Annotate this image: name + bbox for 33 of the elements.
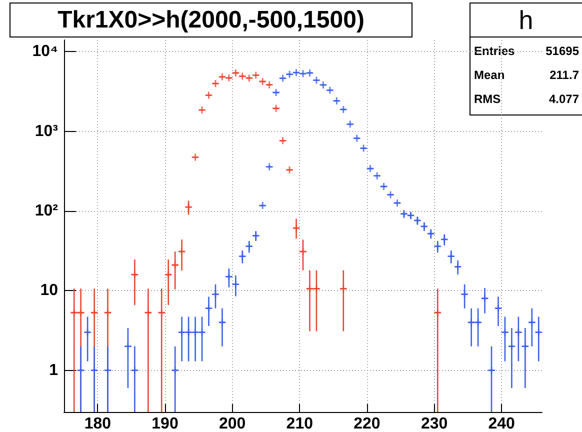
x-tick-label: 210 bbox=[286, 416, 314, 432]
point bbox=[90, 309, 98, 316]
point bbox=[158, 309, 166, 316]
point bbox=[292, 224, 300, 232]
y-tick-label: 10 bbox=[40, 282, 58, 300]
x-tick-label: 220 bbox=[354, 416, 380, 432]
text: 211.7 bbox=[550, 68, 580, 82]
chart-title: Tkr1X0>>h(2000,-500,1500) bbox=[58, 6, 364, 34]
point bbox=[205, 92, 212, 99]
point bbox=[144, 309, 152, 316]
y-tick-label: 10⁴ bbox=[32, 43, 58, 60]
annotation: Mean bbox=[474, 68, 505, 82]
point bbox=[164, 271, 172, 278]
y-tick-label: 1 bbox=[49, 362, 58, 379]
point bbox=[192, 154, 199, 161]
x-tick-label: 180 bbox=[84, 416, 112, 432]
x-tick-label: 230 bbox=[420, 416, 448, 432]
point bbox=[104, 309, 112, 316]
point bbox=[340, 285, 347, 292]
x-tick-label: 240 bbox=[488, 416, 516, 432]
x-tick-label: 200 bbox=[218, 416, 246, 432]
text: 4.077 bbox=[548, 92, 580, 106]
point bbox=[434, 309, 442, 316]
point bbox=[131, 271, 138, 278]
text: 51695 bbox=[546, 44, 580, 58]
x-tick-label: 190 bbox=[152, 416, 178, 432]
y-tick-label: 10² bbox=[34, 202, 58, 220]
point bbox=[279, 137, 286, 144]
point bbox=[266, 81, 273, 88]
annotation: RMS bbox=[474, 92, 501, 106]
y-tick-label: 10³ bbox=[34, 122, 58, 140]
text: h bbox=[518, 5, 534, 35]
point bbox=[272, 104, 280, 112]
